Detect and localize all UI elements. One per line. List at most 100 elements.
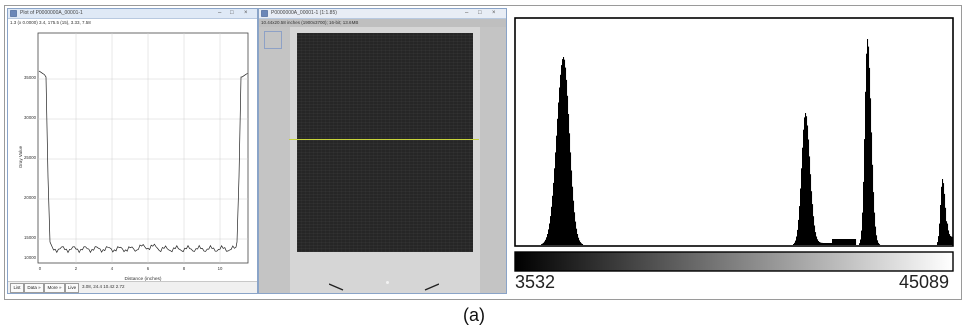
histogram-bar [815,232,817,245]
histogram-bar [559,87,561,245]
image-viewer-window: P0000000A_00001-1 (1:1.85) – □ × 10.44x2… [258,8,507,294]
profile-button-bar: List Data » More » Live 3.08, 24.4 10.42… [8,281,257,293]
histogram-bar [575,221,577,245]
live-button[interactable]: Live [65,283,79,293]
histogram-bar [851,239,853,245]
histogram-bar [845,239,847,245]
close-icon[interactable]: × [492,10,496,16]
histogram-bar [875,226,877,245]
histogram-bar [865,91,867,245]
list-button[interactable]: List [10,283,24,293]
close-icon[interactable]: × [244,10,248,16]
image-window-title: P0000000A_00001-1 (1:1.85) [271,10,337,16]
histogram-bar [818,241,820,245]
histogram-bar [952,236,954,245]
histogram-plot-frame [514,17,954,247]
histogram-bar [837,239,839,245]
histogram-bar [870,98,872,245]
y-tick-label: 30000 [24,115,37,120]
histogram-bar [846,239,848,245]
image-info-line: 10.44x20.58 inches (1900x3700); 16-bit; … [261,20,359,25]
histogram-bar [811,191,813,245]
histogram-bar [571,170,573,245]
y-tick-label: 10000 [24,255,37,260]
histogram-bar [874,212,876,245]
histogram-bar [841,239,843,245]
histogram-bar [580,242,582,245]
x-tick-label: 10 [218,266,223,271]
histogram-bar [826,243,828,245]
histogram-bar [565,67,567,245]
histogram-bar [842,239,844,245]
y-axis-label: Gray Value [18,145,23,168]
marker-dot [386,281,389,284]
y-tick-label: 25000 [24,155,37,160]
histogram-bar [802,147,804,245]
x-axis-label: Distance (inches) [124,276,161,282]
profile-curve [38,70,248,254]
histogram-bar [827,243,829,245]
profile-selection-line[interactable] [289,139,479,140]
histogram-bar [950,235,952,245]
histogram-bar [574,212,576,245]
histogram-bar [863,181,865,245]
histogram-bar [835,239,837,245]
histogram-bar [873,192,875,245]
histogram-bar [849,239,851,245]
histogram-max-label: 45089 [899,272,950,292]
minimize-icon[interactable]: – [465,10,469,16]
histogram-bar [852,239,854,245]
histogram-bar [949,234,951,245]
profile-plot-area: Gray Value Distance (inches) 35000 30000… [8,27,257,283]
histogram-bar [570,152,572,245]
histogram-bar [798,219,800,245]
more-button[interactable]: More » [44,283,65,293]
histogram-bar [833,239,835,245]
histogram-bar [568,114,570,245]
dark-sample-region [297,33,473,252]
histogram-bar [551,206,553,245]
histogram-bar [853,239,855,245]
histogram-bar [829,243,831,245]
histogram-bar [804,117,806,245]
y-tick-label: 15000 [24,235,37,240]
histogram-bar [572,186,574,245]
histogram-bar [872,164,874,245]
histogram-bar [554,168,556,245]
histogram-bar [553,182,555,245]
histogram-bar [800,188,802,245]
image-canvas[interactable] [259,27,506,293]
histogram-bar [834,239,836,245]
histogram-bar [947,223,949,245]
histogram-bar [855,239,857,245]
profile-plot-window: Plot of P0000000A_00001-1 – □ × 1.3 (x 0… [7,8,258,294]
data-button[interactable]: Data » [24,283,44,293]
histogram-bar [552,195,554,245]
histogram-bar [576,228,578,245]
app-icon [10,10,17,17]
maximize-icon[interactable]: □ [230,10,234,16]
histogram-bar [869,67,871,246]
histogram-bar [579,240,581,245]
profile-window-titlebar[interactable]: Plot of P0000000A_00001-1 – □ × [8,9,257,19]
histogram-bar [805,113,807,245]
histogram-bar [844,239,846,245]
histogram-bar [839,239,841,245]
histogram-bar [940,205,942,245]
histogram-bar [823,243,825,245]
histogram-bar [859,243,861,245]
maximize-icon[interactable]: □ [478,10,482,16]
histogram-bar [560,74,562,245]
histogram-bar [937,242,939,245]
histogram-bar [555,152,557,245]
histogram-bar [814,225,816,245]
histogram-bar [795,240,797,245]
histogram-bar [799,206,801,245]
histogram-bar [806,116,808,245]
histogram-bar [573,200,575,245]
histogram-bar [945,207,947,245]
minimize-icon[interactable]: – [218,10,222,16]
image-window-titlebar[interactable]: P0000000A_00001-1 (1:1.85) – □ × [259,9,506,19]
histogram-bar [564,59,566,246]
histogram-bar [864,139,866,245]
